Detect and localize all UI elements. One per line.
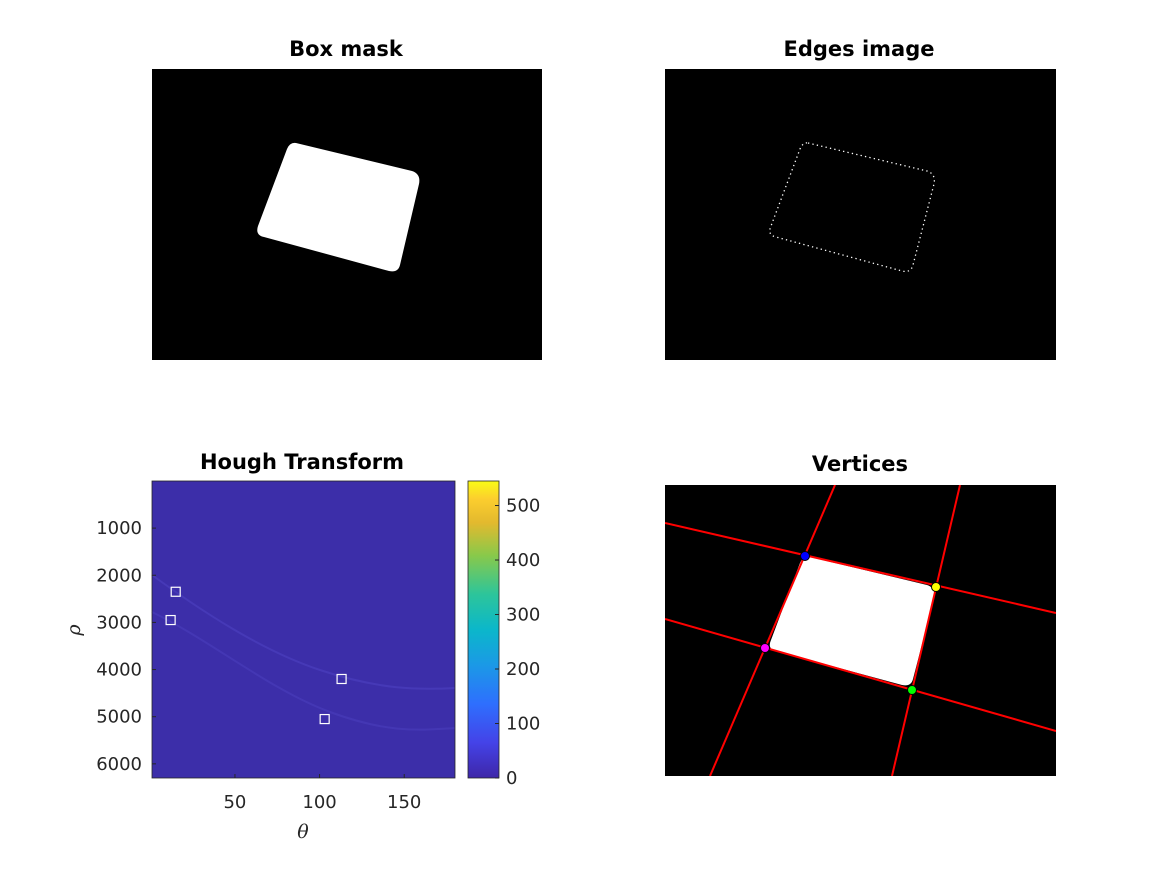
line-left (709, 485, 836, 776)
hough-y-ticks: 1000 2000 3000 4000 5000 6000 (96, 518, 156, 775)
hough-y-tick-label: 3000 (96, 612, 142, 633)
panel-hough-transform: Hough Transform 50 100 150 100020003000400… (63, 450, 540, 843)
colorbar (467, 480, 500, 779)
hough-title: Hough Transform (200, 450, 404, 474)
hough-peak-marker (170, 586, 181, 597)
vertex-marker (931, 582, 941, 592)
colorbar-tick-label: 100 (506, 714, 540, 735)
edges-image-title: Edges image (784, 37, 935, 61)
vertex-marker (800, 551, 810, 561)
hough-y-tick-label: 4000 (96, 660, 142, 681)
hough-y-tick-label: 1000 (96, 518, 142, 539)
colorbar-tick-label: 400 (506, 550, 540, 571)
detected-lines (665, 485, 1056, 776)
hough-trace (151, 574, 456, 690)
hough-peak-marker (336, 673, 347, 685)
hough-x-tick-label: 50 (223, 792, 246, 813)
hough-x-ticks: 50 100 150 (223, 774, 421, 813)
hough-x-tick-label: 150 (387, 792, 421, 813)
colorbar-tick-label: 300 (506, 605, 540, 626)
panel-edges-image: Edges image (665, 37, 1056, 360)
panel-box-mask: Box mask (152, 37, 542, 360)
hough-peak-marker (319, 713, 330, 725)
hough-x-tick-label: 100 (302, 792, 336, 813)
colorbar-tick-label: 200 (506, 659, 540, 680)
hough-trace (151, 611, 456, 731)
panel-vertices: Vertices (665, 452, 1056, 776)
hough-y-label: ρ (63, 624, 85, 637)
vertex-marker (760, 643, 770, 653)
colorbar-ticks: 0 100 200 300 400 500 (495, 496, 540, 789)
hough-heatmap (152, 481, 455, 778)
vertices-shape (769, 556, 935, 686)
colorbar-tick-label: 500 (506, 496, 540, 517)
vertex-marker (907, 685, 917, 695)
vertices-title: Vertices (812, 452, 908, 476)
edges-image (665, 69, 1056, 360)
line-bottom (665, 618, 1056, 732)
box-mask-shape (257, 142, 420, 272)
line-top (665, 522, 1056, 614)
hough-y-tick-label: 2000 (96, 565, 142, 586)
hough-peaks (165, 586, 347, 725)
hough-y-tick-label: 6000 (96, 754, 142, 775)
hough-y-tick-label: 5000 (96, 707, 142, 728)
hough-axes-frame (151, 480, 456, 779)
hough-x-label: θ (297, 821, 309, 843)
hough-peak-marker (165, 614, 176, 626)
box-mask-title: Box mask (289, 37, 404, 61)
line-right (891, 485, 961, 776)
colorbar-tick-label: 0 (506, 768, 517, 789)
